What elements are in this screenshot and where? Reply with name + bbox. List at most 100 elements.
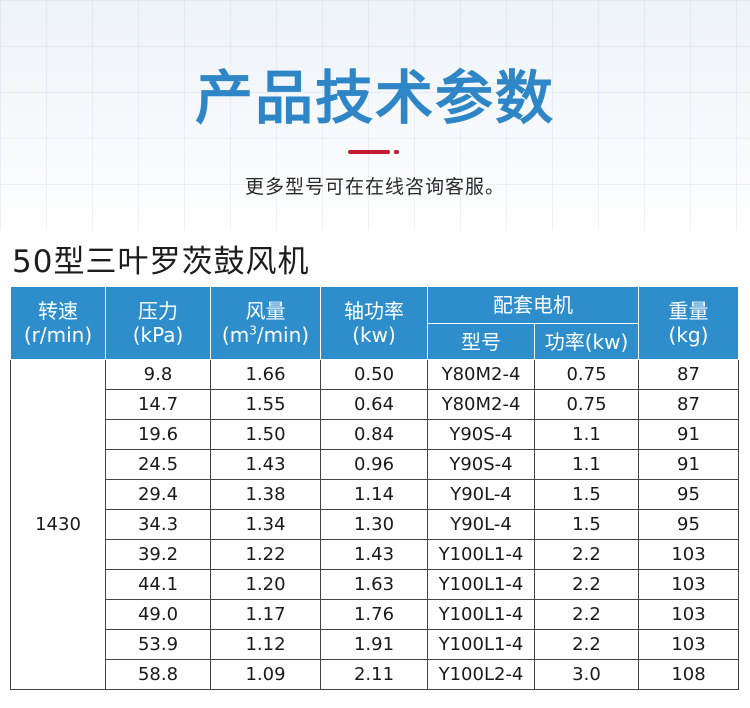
cell-motor-model: Y90S-4 bbox=[427, 419, 535, 450]
cell-shaft-power: 2.11 bbox=[320, 659, 428, 690]
cell-motor-model: Y90S-4 bbox=[427, 449, 535, 480]
cell-weight: 87 bbox=[638, 359, 739, 390]
cell-motor-power: 0.75 bbox=[534, 359, 639, 390]
cell-shaft-power: 1.91 bbox=[320, 629, 428, 660]
cell-weight: 108 bbox=[638, 659, 739, 690]
cell-shaft-power: 1.43 bbox=[320, 539, 428, 570]
cell-motor-power: 0.75 bbox=[534, 389, 639, 420]
header-weight-label: 重量 bbox=[668, 299, 709, 323]
cell-pressure: 44.1 bbox=[105, 569, 211, 600]
cell-pressure: 19.6 bbox=[105, 419, 211, 450]
cell-motor-model: Y100L1-4 bbox=[427, 629, 535, 660]
spec-table: 转速 (r/min) 压力 (kPa) 风量 (m3/min) 轴功率 (kw)… bbox=[10, 286, 739, 690]
header-airflow-unit-post: /min) bbox=[256, 323, 310, 347]
header-speed-label: 转速 bbox=[38, 299, 78, 323]
table-row: 29.4 1.38 1.14 Y90L-4 1.5 95 bbox=[11, 479, 739, 510]
header-airflow-unit-pre: (m bbox=[221, 323, 250, 347]
cell-pressure: 14.7 bbox=[105, 389, 211, 420]
table-row: 34.3 1.34 1.30 Y90L-4 1.5 95 bbox=[11, 509, 739, 540]
cell-shaft-power: 0.50 bbox=[320, 359, 428, 390]
cell-motor-power: 1.1 bbox=[534, 449, 639, 480]
cell-airflow: 1.20 bbox=[210, 569, 321, 600]
cell-shaft-power: 1.63 bbox=[320, 569, 428, 600]
header-airflow-unit: (m3/min) bbox=[211, 323, 320, 347]
cell-motor-power: 2.2 bbox=[534, 539, 639, 570]
table-row: 49.0 1.17 1.76 Y100L1-4 2.2 103 bbox=[11, 599, 739, 630]
cell-shaft-power: 1.14 bbox=[320, 479, 428, 510]
header-weight: 重量 (kg) bbox=[638, 286, 739, 360]
cell-airflow: 1.12 bbox=[210, 629, 321, 660]
header-pressure-label: 压力 bbox=[138, 299, 178, 323]
cell-shaft-power: 0.84 bbox=[320, 419, 428, 450]
cell-pressure: 53.9 bbox=[105, 629, 211, 660]
cell-motor-power: 1.1 bbox=[534, 419, 639, 450]
cell-pressure: 39.2 bbox=[105, 539, 211, 570]
cell-motor-model: Y100L1-4 bbox=[427, 569, 535, 600]
cell-pressure: 49.0 bbox=[105, 599, 211, 630]
cell-motor-model: Y90L-4 bbox=[427, 509, 535, 540]
cell-weight: 103 bbox=[638, 569, 739, 600]
header-shaft-power-unit: (kw) bbox=[352, 323, 396, 347]
cell-weight: 103 bbox=[638, 629, 739, 660]
cell-motor-model: Y100L2-4 bbox=[427, 659, 535, 690]
title-decoration-dot bbox=[394, 150, 399, 154]
header-motor-model: 型号 bbox=[427, 323, 535, 360]
cell-airflow: 1.55 bbox=[210, 389, 321, 420]
section-title: 50型三叶罗茨鼓风机 bbox=[12, 244, 310, 280]
header-speed-unit: (r/min) bbox=[23, 323, 93, 347]
cell-pressure: 58.8 bbox=[105, 659, 211, 690]
spec-table-body: 1430 9.8 1.66 0.50 Y80M2-4 0.75 87 14.7 1.55 0.64… bbox=[10, 359, 739, 690]
header-airflow-label: 风量 bbox=[245, 299, 286, 323]
table-row: 58.8 1.09 2.11 Y100L2-4 3.0 108 bbox=[11, 659, 739, 690]
title-decoration bbox=[348, 150, 408, 154]
cell-weight: 91 bbox=[638, 419, 739, 450]
cell-weight: 87 bbox=[638, 389, 739, 420]
title-decoration-bar bbox=[348, 150, 390, 154]
cell-shaft-power: 1.30 bbox=[320, 509, 428, 540]
cell-pressure: 34.3 bbox=[105, 509, 211, 540]
cell-airflow: 1.43 bbox=[210, 449, 321, 480]
cell-airflow: 1.09 bbox=[210, 659, 321, 690]
header-shaft-power-label: 轴功率 bbox=[344, 299, 404, 323]
cell-airflow: 1.22 bbox=[210, 539, 321, 570]
table-row: 24.5 1.43 0.96 Y90S-4 1.1 91 bbox=[11, 449, 739, 480]
cell-airflow: 1.66 bbox=[210, 359, 321, 390]
header-airflow-unit-sup: 3 bbox=[249, 323, 257, 338]
spec-table-header: 转速 (r/min) 压力 (kPa) 风量 (m3/min) 轴功率 (kw)… bbox=[10, 286, 739, 360]
cell-motor-power: 2.2 bbox=[534, 569, 639, 600]
cell-motor-power: 3.0 bbox=[534, 659, 639, 690]
cell-motor-power: 2.2 bbox=[534, 629, 639, 660]
cell-pressure: 9.8 bbox=[105, 359, 211, 390]
cell-weight: 103 bbox=[638, 599, 739, 630]
cell-weight: 103 bbox=[638, 539, 739, 570]
cell-airflow: 1.17 bbox=[210, 599, 321, 630]
cell-motor-model: Y100L1-4 bbox=[427, 599, 535, 630]
page-subtitle: 更多型号可在在线咨询客服。 bbox=[244, 176, 505, 198]
header-pressure: 压力 (kPa) bbox=[105, 286, 211, 360]
cell-shaft-power: 1.76 bbox=[320, 599, 428, 630]
cell-shaft-power: 0.64 bbox=[320, 389, 428, 420]
header-airflow: 风量 (m3/min) bbox=[210, 286, 321, 360]
page-title: 产品技术参数 bbox=[194, 64, 555, 132]
header-shaft-power: 轴功率 (kw) bbox=[320, 286, 428, 360]
table-row: 44.1 1.20 1.63 Y100L1-4 2.2 103 bbox=[11, 569, 739, 600]
cell-motor-model: Y80M2-4 bbox=[427, 359, 535, 390]
table-row: 39.2 1.22 1.43 Y100L1-4 2.2 103 bbox=[11, 539, 739, 570]
cell-motor-model: Y100L1-4 bbox=[427, 539, 535, 570]
table-row: 53.9 1.12 1.91 Y100L1-4 2.2 103 bbox=[11, 629, 739, 660]
table-row: 1430 9.8 1.66 0.50 Y80M2-4 0.75 87 bbox=[10, 359, 739, 690]
cell-airflow: 1.38 bbox=[210, 479, 321, 510]
cell-weight: 91 bbox=[638, 449, 739, 480]
cell-motor-power: 2.2 bbox=[534, 599, 639, 630]
cell-weight: 95 bbox=[638, 479, 739, 510]
cell-motor-power: 1.5 bbox=[534, 479, 639, 510]
header-pressure-unit: (kPa) bbox=[132, 323, 184, 347]
cell-motor-model: Y90L-4 bbox=[427, 479, 535, 510]
cell-shaft-power: 0.96 bbox=[320, 449, 428, 480]
cell-airflow: 1.50 bbox=[210, 419, 321, 450]
table-row: 19.6 1.50 0.84 Y90S-4 1.1 91 bbox=[11, 419, 739, 450]
header-motor: 配套电机 bbox=[427, 286, 639, 324]
table-row: 14.7 1.55 0.64 Y80M2-4 0.75 87 bbox=[11, 389, 739, 420]
header-motor-power: 功率(kw) bbox=[534, 323, 639, 360]
cell-speed: 1430 bbox=[10, 359, 106, 690]
